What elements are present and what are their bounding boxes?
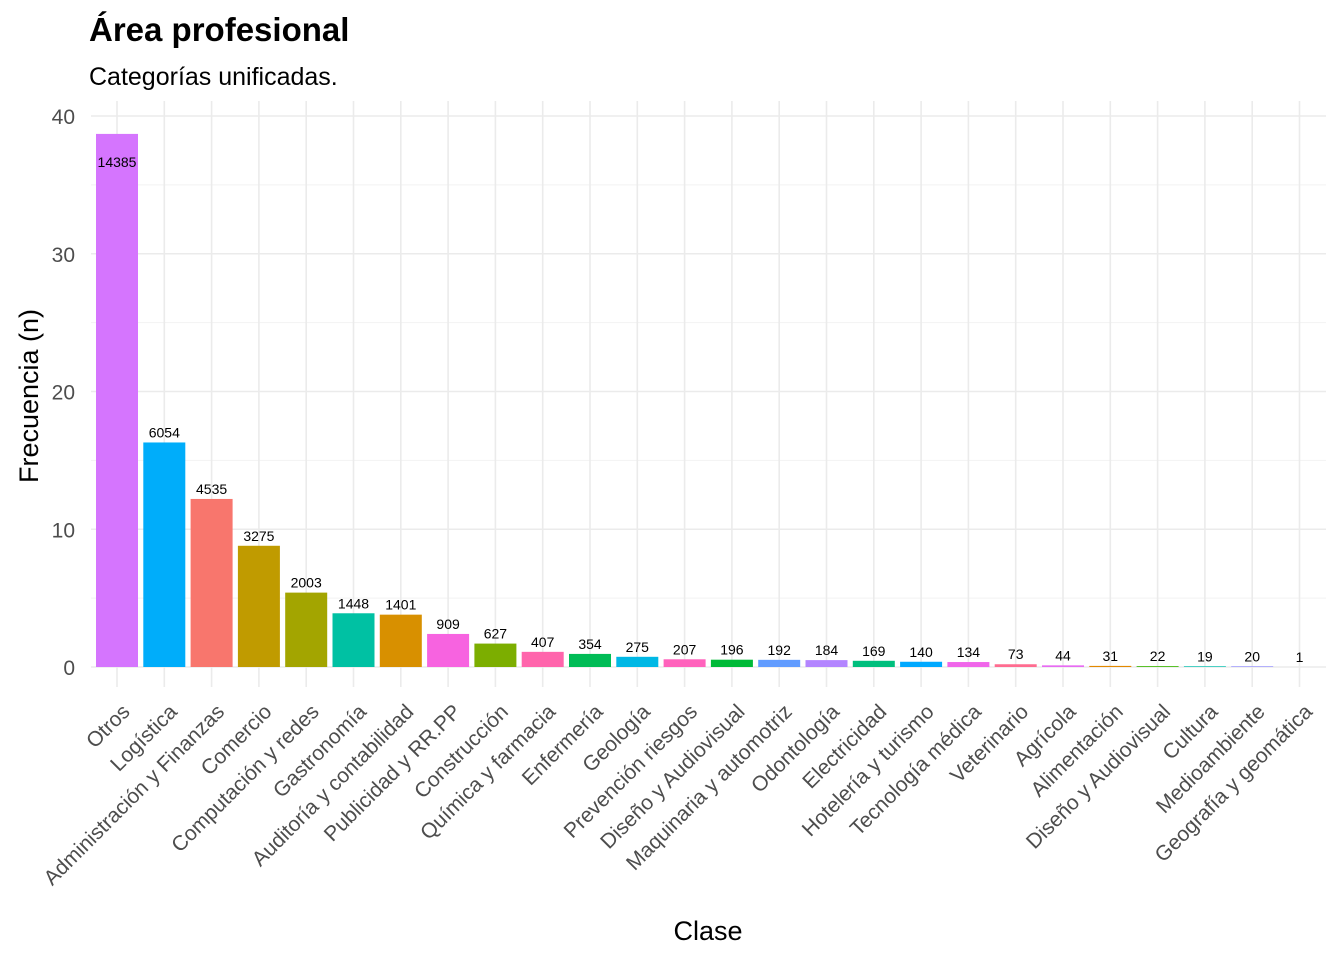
data-label: 192	[768, 642, 792, 658]
data-label: 6054	[149, 424, 180, 440]
y-tick-label: 30	[52, 244, 75, 267]
x-axis-title: Clase	[673, 916, 742, 946]
y-tick-label: 40	[52, 106, 75, 129]
data-label: 196	[720, 642, 744, 658]
data-label: 354	[578, 636, 602, 652]
data-label: 4535	[196, 481, 227, 497]
bar	[1183, 666, 1226, 667]
data-label: 1448	[338, 595, 369, 611]
data-label: 1401	[385, 597, 416, 613]
data-label: 3275	[243, 528, 274, 544]
data-label: 22	[1150, 648, 1166, 664]
y-tick-label: 0	[63, 657, 75, 680]
data-label: 627	[484, 626, 508, 642]
data-label: 909	[436, 616, 460, 632]
bar	[96, 133, 138, 668]
data-label: 19	[1197, 648, 1213, 664]
bar	[143, 442, 186, 667]
data-label: 134	[957, 644, 981, 660]
data-label: 31	[1103, 648, 1119, 664]
bar	[710, 659, 753, 667]
bar	[616, 656, 659, 667]
chart-subtitle: Categorías unificadas.	[89, 63, 338, 91]
bar	[852, 660, 895, 667]
bar	[1089, 665, 1132, 667]
bar	[1042, 665, 1084, 667]
data-label: 44	[1055, 647, 1071, 663]
bar	[190, 498, 233, 667]
data-label: 2003	[291, 575, 322, 591]
data-label: 14385	[98, 154, 137, 170]
bar	[569, 653, 611, 667]
bar	[758, 659, 801, 667]
x-tick-label: Administración y Finanzas	[40, 700, 230, 890]
chart-title: Área profesional	[89, 11, 349, 48]
data-label: 184	[815, 642, 839, 658]
bar	[332, 613, 375, 667]
bar	[663, 659, 706, 667]
bar	[427, 633, 470, 667]
bar	[521, 651, 564, 667]
data-label: 169	[862, 643, 886, 659]
bar	[994, 664, 1037, 667]
bar	[900, 661, 943, 667]
bar	[237, 545, 280, 667]
data-label: 407	[531, 634, 555, 650]
bar	[947, 662, 990, 667]
bar	[285, 592, 328, 667]
bar	[474, 643, 517, 667]
data-label: 275	[626, 639, 650, 655]
grid	[91, 101, 1326, 687]
data-label: 1	[1296, 649, 1304, 665]
y-tick-label: 10	[52, 519, 75, 542]
data-label: 140	[909, 644, 933, 660]
y-axis-ticks: 0 10 20 30 40	[52, 106, 75, 680]
data-label: 207	[673, 641, 697, 657]
bar	[1136, 666, 1179, 667]
bar	[1231, 666, 1274, 667]
y-tick-label: 20	[52, 382, 75, 405]
bar	[805, 660, 848, 667]
data-label: 73	[1008, 646, 1024, 662]
bars	[96, 133, 1274, 668]
bar	[379, 614, 422, 667]
data-label: 20	[1244, 648, 1260, 664]
y-axis-title: Frecuencia (n)	[14, 309, 44, 483]
